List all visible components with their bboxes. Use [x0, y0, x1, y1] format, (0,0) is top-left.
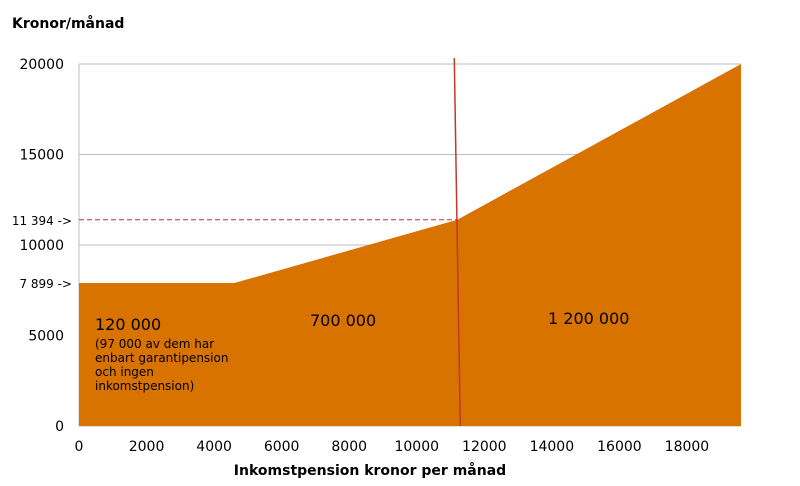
region-note-line-2: enbart garantipension: [95, 351, 228, 365]
x-tick-18000: 18000: [665, 439, 710, 455]
x-tick-12000: 12000: [462, 439, 507, 455]
pension-area: [79, 64, 741, 426]
y-tick-labels: 0 5000 10000 15000 20000: [19, 57, 64, 435]
x-tick-6000: 6000: [264, 439, 300, 455]
region-label-2: 700 000: [310, 311, 376, 330]
x-tick-2000: 2000: [129, 439, 165, 455]
region-label-1: 120 000: [95, 315, 161, 334]
x-tick-8000: 8000: [331, 439, 367, 455]
divider-line: [453, 57, 462, 427]
x-tick-labels: 0 2000 4000 6000 8000 10000 12000 14000 16000 180…: [75, 439, 710, 455]
region-note-line-4: inkomstpension): [95, 379, 194, 393]
y-tick-20000: 20000: [19, 57, 64, 73]
region-note-line-3: och ingen: [95, 365, 154, 379]
marker-label-2: 11 394 ->: [12, 214, 72, 228]
region-label-3: 1 200 000: [548, 309, 629, 328]
y-tick-0: 0: [55, 419, 64, 435]
x-tick-14000: 14000: [530, 439, 575, 455]
x-tick-16000: 16000: [597, 439, 642, 455]
x-axis-title: Inkomstpension kronor per månad: [234, 462, 506, 479]
y-tick-5000: 5000: [28, 329, 64, 345]
y-axis-title: Kronor/månad: [12, 15, 124, 32]
x-tick-4000: 4000: [196, 439, 232, 455]
y-tick-10000: 10000: [19, 238, 64, 254]
x-tick-0: 0: [75, 439, 84, 455]
marker-label-1: 7 899 ->: [19, 277, 72, 291]
x-tick-10000: 10000: [394, 439, 439, 455]
region-note-line-1: (97 000 av dem har: [95, 337, 214, 351]
y-marker-labels: 7 899 -> 11 394 ->: [12, 214, 72, 291]
y-tick-15000: 15000: [19, 148, 64, 164]
